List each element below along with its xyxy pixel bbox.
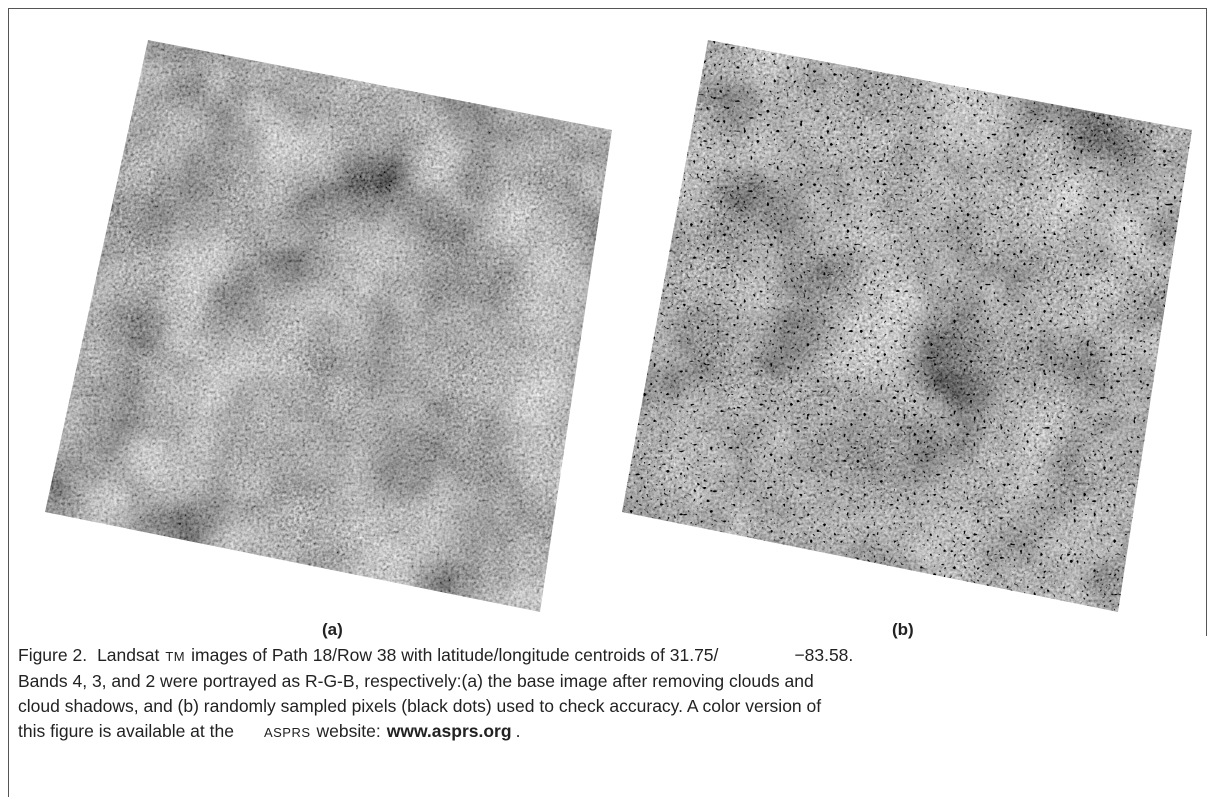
landsat-image-b — [615, 35, 1200, 620]
caption-text: cloud shadows, and (b) randomly sampled … — [18, 696, 821, 716]
landsat-image-a — [40, 35, 620, 620]
figure-images — [0, 0, 1215, 640]
caption-text: images of Path 18/Row 38 with latitude/l… — [191, 645, 718, 665]
caption-line: cloud shadows, and (b) randomly sampled … — [18, 694, 853, 719]
page: {"figure": { "panels": [{"label": "(a)"}… — [0, 0, 1215, 796]
panel-label: (a) — [322, 620, 343, 640]
caption-line: Figure 2. Landsat TM images of Path 18/Row … — [18, 643, 853, 669]
panel-label: (b) — [892, 620, 914, 640]
caption-text: −83.58. — [794, 645, 853, 665]
caption-text: TM — [165, 649, 185, 664]
caption-line: Bands 4, 3, and 2 were portrayed as R-G-… — [18, 669, 853, 694]
caption-text: Bands 4, 3, and 2 were portrayed as R-G-… — [18, 671, 814, 691]
caption-line: this figure is available at the ASPRS webs… — [18, 719, 853, 745]
caption-text: Landsat — [97, 645, 159, 665]
caption-text: website: — [317, 721, 381, 741]
caption-text: ASPRS — [264, 725, 311, 740]
caption-link[interactable]: www.asprs.org — [387, 721, 512, 741]
figure-number: Figure 2. — [18, 645, 87, 665]
caption-text: . — [516, 721, 521, 741]
caption-text: this figure is available at the — [18, 721, 234, 741]
caption: Figure 2. Landsat TM images of Path 18/Row … — [18, 643, 853, 745]
